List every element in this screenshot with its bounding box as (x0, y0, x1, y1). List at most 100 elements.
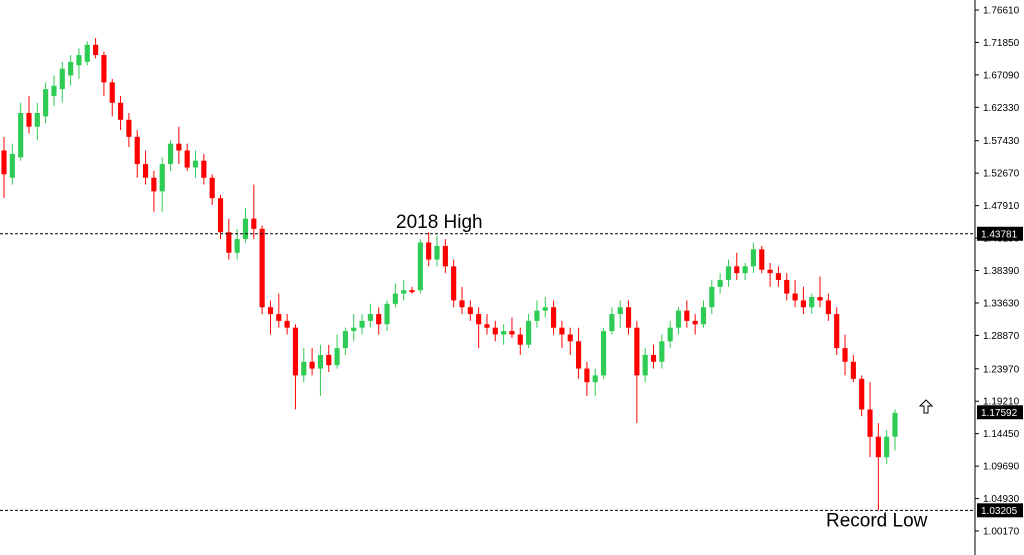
candle (501, 324, 507, 345)
candle-body (551, 307, 557, 328)
candle-body (451, 266, 457, 301)
candle (134, 130, 140, 178)
candle-body (775, 273, 782, 280)
candle (684, 300, 690, 328)
y-tick-label: 1.00170 (983, 527, 1020, 538)
candle-body (559, 327, 565, 335)
candle (476, 307, 482, 349)
candle (251, 184, 257, 240)
candle-body (759, 249, 765, 270)
candle-body (26, 112, 32, 127)
candle-body (1, 150, 7, 175)
candle-body (650, 354, 657, 362)
candles-layer (1, 38, 898, 511)
candle (551, 300, 557, 335)
candle (126, 112, 132, 148)
candle-body (501, 331, 507, 335)
candle (409, 286, 415, 294)
candle (575, 327, 582, 379)
candle-body (884, 436, 890, 458)
candle (867, 382, 873, 458)
candle (217, 194, 224, 240)
candle-body (326, 354, 332, 366)
candle (884, 429, 890, 465)
y-tick-label: 1.52670 (983, 169, 1020, 180)
candle-body (750, 249, 757, 267)
candle-body (417, 242, 423, 291)
candle (384, 300, 390, 332)
candle (817, 276, 823, 308)
candle-body (767, 269, 773, 274)
candle (84, 41, 90, 66)
candle (650, 344, 657, 369)
candle (750, 242, 757, 274)
candle-body (317, 354, 324, 369)
candle (600, 327, 607, 379)
candle (675, 307, 682, 335)
candle (517, 327, 523, 355)
candle-body (592, 375, 598, 383)
candle (167, 140, 174, 171)
candle (534, 300, 540, 328)
candle (526, 314, 532, 349)
candle-body (825, 300, 831, 315)
candle-body (359, 320, 365, 328)
candle-body (809, 297, 815, 308)
candle (800, 286, 806, 315)
candle-body (209, 177, 215, 199)
candle-body (717, 279, 723, 287)
candle (367, 303, 373, 328)
candle (659, 334, 665, 369)
candle (617, 300, 623, 328)
candle-body (292, 327, 299, 376)
level-box-label: 1.43781 (981, 229, 1018, 240)
candle (442, 239, 448, 274)
candle (18, 102, 24, 161)
candle (101, 51, 107, 96)
candle-body (426, 242, 432, 260)
candle (142, 150, 149, 185)
candle-body (109, 82, 115, 103)
y-tick-label: 1.71850 (983, 38, 1020, 49)
level-box (977, 503, 1023, 518)
candle-body (126, 119, 132, 137)
candle (34, 102, 40, 141)
candle (226, 218, 232, 260)
candle (592, 368, 598, 396)
candle (259, 225, 265, 315)
candle (484, 314, 490, 335)
candle-body (142, 164, 149, 178)
y-tick-label: 1.67090 (983, 70, 1020, 81)
candle (159, 157, 165, 212)
candle-body (850, 361, 856, 379)
candle (509, 317, 515, 338)
candle (117, 95, 124, 131)
price-axis: 1.76610 1.71850 1.67090 1.62330 1.57430 1.526… (974, 0, 1020, 555)
candle-body (600, 331, 607, 376)
candle-body (43, 89, 49, 117)
candle-body (859, 378, 865, 410)
candle-body (484, 324, 490, 328)
candle-body (59, 68, 65, 90)
candle (317, 344, 324, 396)
candle (709, 279, 715, 315)
candle (292, 324, 299, 410)
y-tick-label: 1.57430 (983, 136, 1020, 147)
candle-body (584, 368, 590, 383)
candle (242, 208, 249, 243)
candle-body (267, 307, 274, 315)
candle-body (159, 164, 165, 192)
candle (1, 136, 7, 199)
candle-body (542, 307, 548, 311)
candle (559, 320, 565, 349)
candle (309, 348, 315, 376)
candle-body (401, 290, 407, 294)
candle-body (342, 331, 348, 349)
candle (334, 334, 340, 369)
candle (725, 259, 732, 287)
candle-body (709, 286, 715, 308)
candle-body (700, 307, 707, 325)
candle (542, 297, 548, 318)
candle (201, 153, 207, 185)
